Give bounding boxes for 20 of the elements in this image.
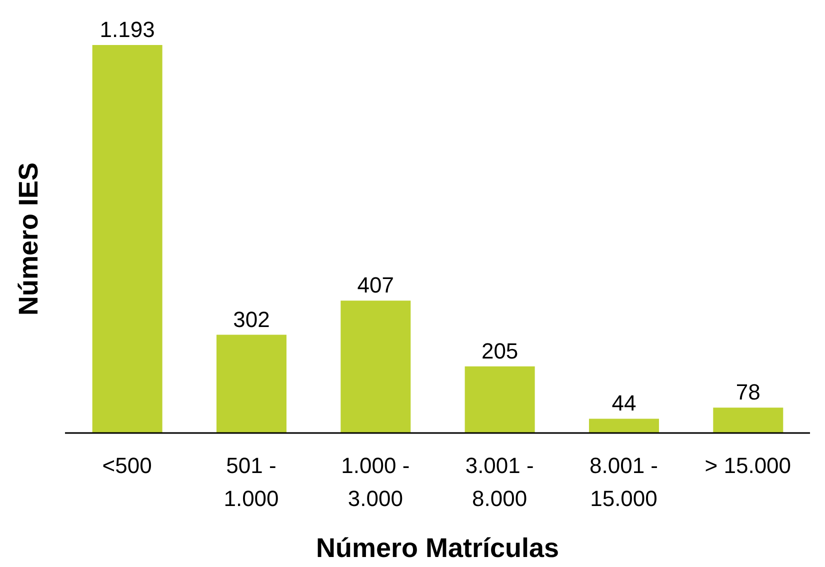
x-tick-label: 501 - 1.000 (224, 452, 279, 511)
data-label: 1.193 (100, 17, 155, 42)
x-tick-label: 3.001 - 8.000 (465, 452, 534, 511)
data-label: 44 (612, 390, 636, 416)
x-tick-label: 8.001 - 15.000 (590, 452, 658, 511)
x-axis-title: Número Matrículas (316, 533, 560, 563)
data-label: 78 (736, 380, 760, 405)
bar (588, 418, 659, 433)
bar (92, 45, 162, 433)
data-label: 205 (481, 338, 518, 364)
x-tick-label: <500 (102, 452, 152, 478)
x-tick-label: 1.000 - 3.000 (341, 452, 410, 511)
bar (340, 300, 411, 433)
bar (713, 408, 784, 433)
data-label: 302 (233, 306, 270, 332)
data-label: 407 (357, 272, 394, 298)
bar (216, 334, 286, 433)
x-tick-label: > 15.000 (704, 452, 792, 478)
y-axis-title: Número IES (14, 162, 44, 316)
bar (464, 366, 535, 433)
